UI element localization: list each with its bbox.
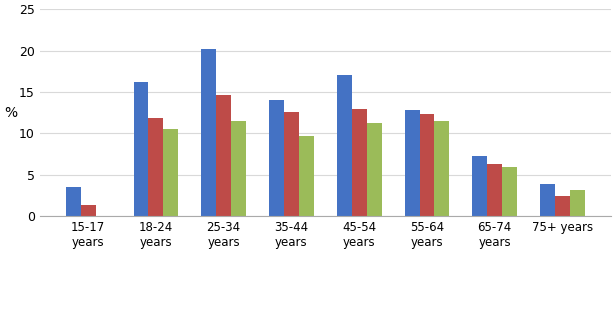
Bar [405,110,419,216]
Bar [352,108,367,216]
Bar [216,95,231,216]
Bar [502,167,517,216]
Bar [337,75,352,216]
Bar [164,129,178,216]
Bar [81,205,95,216]
Bar [555,196,570,216]
Bar [367,123,381,216]
Bar [133,82,148,216]
Bar [570,190,585,216]
Bar [148,118,164,216]
Y-axis label: %: % [4,106,17,120]
Legend: 2019/20, 2020/21, 2021/22: 2019/20, 2020/21, 2021/22 [194,316,457,318]
Bar [487,164,502,216]
Bar [66,187,81,216]
Bar [201,49,216,216]
Bar [419,114,434,216]
Bar [231,121,246,216]
Bar [284,112,299,216]
Bar [472,156,487,216]
Bar [299,136,314,216]
Bar [540,184,555,216]
Bar [434,121,450,216]
Bar [269,100,284,216]
